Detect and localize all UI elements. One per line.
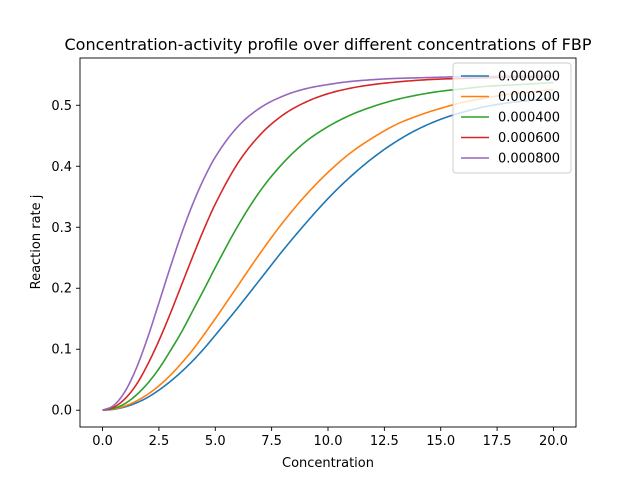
x-tick-label-7: 17.5 <box>483 434 512 449</box>
x-tick-label-6: 15.0 <box>426 434 455 449</box>
x-axis-label: Concentration <box>282 456 374 471</box>
y-tick-label-0: 0.0 <box>51 404 72 419</box>
y-axis-label: Reaction rate j <box>29 195 44 290</box>
y-tick-label-1: 0.1 <box>51 343 72 358</box>
legend-box <box>452 62 572 174</box>
y-tick-label-3: 0.3 <box>51 221 72 236</box>
x-tick-label-2: 5.0 <box>205 434 226 449</box>
x-tick-label-5: 12.5 <box>370 434 399 449</box>
legend-label-1: 0.000200 <box>498 90 560 105</box>
legend: 0.000000 0.000200 0.000400 0.000600 0.000800 <box>452 62 572 174</box>
x-tick-label-4: 10.0 <box>314 434 343 449</box>
legend-label-0: 0.000000 <box>498 70 560 85</box>
x-tick-label-1: 2.5 <box>149 434 170 449</box>
y-tick-label-2: 0.2 <box>51 282 72 297</box>
y-tick-label-5: 0.5 <box>51 99 72 114</box>
axes: 0.0 2.5 5.0 7.5 10.0 12.5 15.0 17.5 20.0 0.0 0.1 0.… <box>51 57 577 449</box>
legend-label-4: 0.000800 <box>498 152 560 167</box>
legend-label-2: 0.000400 <box>498 111 560 126</box>
x-tick-label-8: 20.0 <box>539 434 568 449</box>
y-tick-label-4: 0.4 <box>51 160 72 175</box>
x-tick-label-0: 0.0 <box>92 434 113 449</box>
x-tick-label-3: 7.5 <box>261 434 282 449</box>
chart-title: Concentration-activity profile over diff… <box>64 35 591 54</box>
legend-label-3: 0.000600 <box>498 131 560 146</box>
